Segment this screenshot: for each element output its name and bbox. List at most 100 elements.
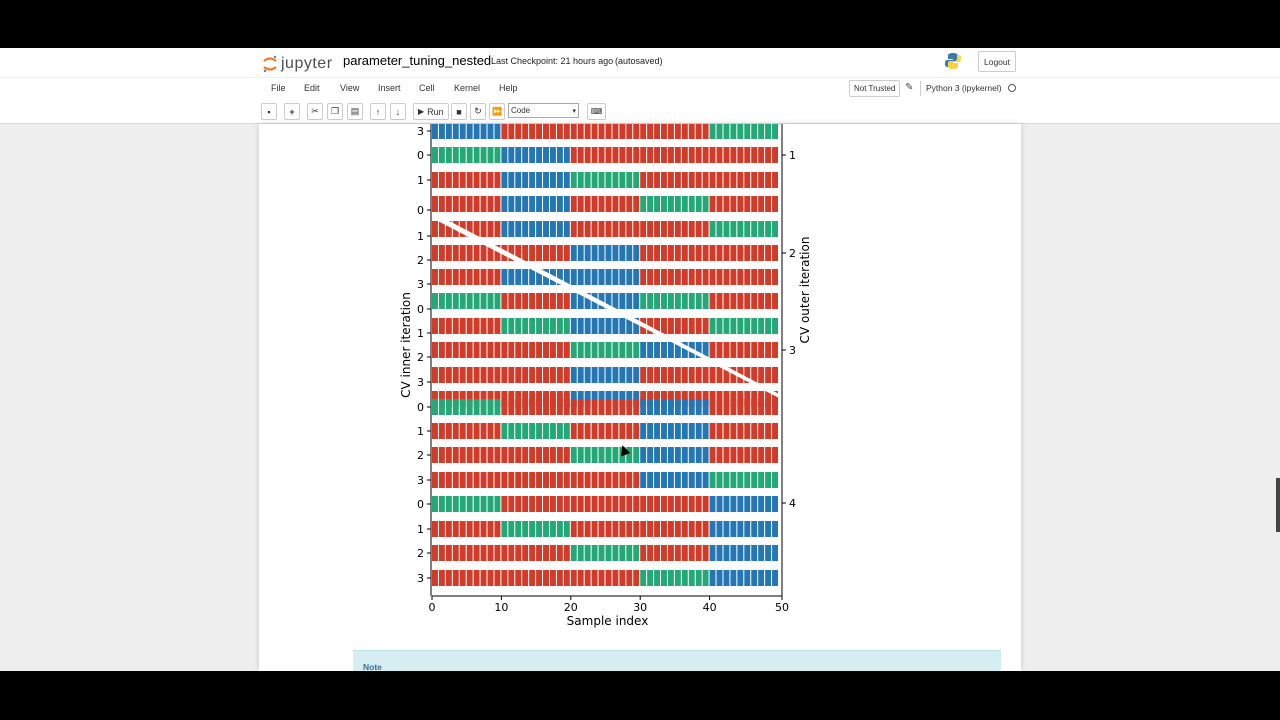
menu-kernel[interactable]: Kernel [454, 83, 481, 93]
sample-cell-train [466, 196, 473, 212]
sample-cell-test [543, 172, 549, 188]
sample-cell-train [730, 245, 737, 261]
sample-cell-test [730, 570, 737, 586]
sample-cell-train [487, 269, 494, 285]
sample-cell-train [459, 472, 466, 488]
logout-button[interactable]: Logout [978, 51, 1016, 72]
insert-cell-button[interactable]: + [284, 103, 300, 120]
sample-cell-train [688, 521, 695, 537]
sample-cell-validation [459, 496, 466, 512]
sample-cell-validation [751, 221, 758, 237]
sample-cell-train [723, 269, 730, 285]
sample-cell-train [529, 447, 536, 463]
menu-edit[interactable]: Edit [304, 83, 320, 93]
sample-cell-test [508, 172, 515, 188]
sample-cell-train [695, 269, 702, 285]
sample-cell-test [681, 472, 688, 488]
sample-cell-validation [681, 293, 688, 309]
sample-cell-test [605, 293, 612, 309]
sample-cell-train [751, 423, 758, 439]
restart-run-all-button[interactable]: ⏩ [489, 103, 505, 120]
sample-cell-train [702, 245, 709, 261]
sample-cell-validation [605, 545, 612, 561]
scrollbar[interactable] [1276, 478, 1280, 532]
sample-cell-train [529, 545, 536, 561]
x-axis-title: Sample index [567, 614, 649, 628]
sample-cell-test [605, 269, 612, 285]
sample-cell-test [522, 196, 529, 212]
sample-cell-train [584, 496, 591, 512]
sample-cell-test [716, 545, 723, 561]
sample-cell-train [598, 399, 605, 415]
sample-cell-train [633, 399, 640, 415]
sample-cell-train [445, 545, 452, 561]
sample-cell-test [716, 570, 723, 586]
sample-cell-validation [480, 496, 487, 512]
sample-cell-train [737, 245, 744, 261]
inner-iteration-label: 1 [417, 230, 424, 243]
save-button[interactable]: ▪ [261, 103, 277, 120]
sample-cell-train [695, 245, 702, 261]
menu-file[interactable]: File [271, 83, 286, 93]
menu-view[interactable]: View [340, 83, 360, 93]
sample-cell-train [765, 147, 772, 163]
interrupt-button[interactable]: ■ [451, 103, 467, 120]
sample-cell-validation [549, 423, 556, 439]
sample-cell-test [501, 269, 508, 285]
command-palette-button[interactable]: ⌨ [587, 103, 606, 120]
paste-button[interactable]: ▤ [347, 103, 363, 120]
move-down-button[interactable]: ↓ [390, 103, 406, 120]
sample-cell-train [487, 472, 494, 488]
sample-cell-train [536, 472, 543, 488]
inner-iteration-label: 0 [417, 149, 424, 162]
sample-cell-train [681, 124, 688, 139]
sample-cell-validation [667, 293, 674, 309]
sample-cell-train [494, 367, 501, 383]
restart-button[interactable]: ↻ [470, 103, 486, 120]
kernel-name[interactable]: Python 3 (ipykernel) [926, 83, 1002, 93]
jupyter-logo[interactable]: jupyter [262, 52, 333, 76]
sample-cell-validation [515, 423, 522, 439]
sample-cell-validation [612, 447, 619, 463]
sample-cell-train [459, 245, 466, 261]
run-button[interactable]: ▶ Run [413, 103, 449, 120]
sample-cell-train [432, 521, 438, 537]
sample-cell-train [536, 124, 543, 139]
sample-cell-train [633, 496, 640, 512]
sample-cell-train [501, 367, 508, 383]
sample-cell-validation [466, 147, 473, 163]
sample-cell-validation [577, 545, 584, 561]
sample-cell-train [737, 196, 744, 212]
sample-cell-train [661, 269, 667, 285]
menu-help[interactable]: Help [499, 83, 518, 93]
sample-cell-train [688, 172, 695, 188]
sample-cell-test [556, 147, 563, 163]
sample-cell-test [640, 447, 647, 463]
cut-button[interactable]: ✂ [307, 103, 323, 120]
not-trusted-button[interactable]: Not Trusted [849, 80, 901, 97]
sample-cell-train [543, 545, 549, 561]
move-up-button[interactable]: ↑ [370, 103, 386, 120]
edit-pencil-icon[interactable]: ✎ [905, 82, 914, 93]
sample-cell-validation [452, 293, 459, 309]
sample-cell-train [765, 196, 772, 212]
sample-cell-train [654, 521, 661, 537]
copy-button[interactable]: ❐ [327, 103, 343, 120]
menu-cell[interactable]: Cell [419, 83, 435, 93]
sample-cell-train [445, 318, 452, 334]
sample-cell-validation [765, 124, 772, 139]
sample-cell-train [758, 447, 765, 463]
notebook-name[interactable]: parameter_tuning_nested [343, 53, 492, 68]
sample-cell-train [723, 172, 730, 188]
sample-cell-train [730, 196, 737, 212]
sample-cell-test [723, 570, 730, 586]
sample-cell-train [654, 124, 661, 139]
sample-cell-train [445, 342, 452, 358]
menu-insert[interactable]: Insert [378, 83, 401, 93]
sample-cell-validation [758, 221, 765, 237]
sample-cell-train [647, 245, 654, 261]
sample-cell-test [765, 570, 772, 586]
sample-cell-validation [438, 496, 445, 512]
divider [920, 81, 921, 96]
cell-type-select[interactable]: Code ▾ [508, 103, 579, 118]
